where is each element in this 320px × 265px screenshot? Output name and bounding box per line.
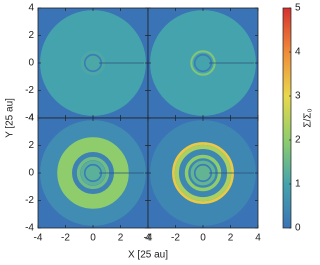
colorbar-tick-label: 3 [295,91,301,102]
x-tick-label: 2 [118,233,124,244]
y-tick-label: -2 [25,85,34,96]
y-tick-label: -2 [25,195,34,206]
x-tick-label: 2 [228,233,234,244]
ring [190,160,216,186]
colorbar [282,7,292,229]
x-tick-label: -4 [34,233,43,244]
colorbar-tick-label: 2 [295,135,301,146]
y-tick-label: 0 [28,58,34,69]
colorbar-tick-label: 0 [295,223,301,234]
y-tick-label: 2 [28,30,34,41]
ring [80,50,106,76]
y-tick-label: 4 [28,113,34,124]
y-tick-label: 2 [28,140,34,151]
x-axis-label: X [25 au] [128,250,168,261]
x-tick-label: 0 [200,233,206,244]
y-tick-label: 4 [28,3,34,14]
colorbar-tick-label: 5 [295,3,301,14]
x-tick-label: -4 [144,233,153,244]
colorbar-tick-label: 1 [295,179,301,190]
y-tick-label: -4 [25,223,34,234]
x-tick-label: -2 [61,233,70,244]
y-tick-label: 0 [28,168,34,179]
colorbar-label: Σ/Σ₀ [303,108,314,127]
x-tick-label: 0 [90,233,96,244]
ring [80,160,106,186]
y-axis-label: Y [25 au] [5,98,16,138]
colorbar-tick-label: 4 [295,47,301,58]
x-tick-label: 4 [145,233,151,244]
x-tick-label: 4 [255,233,261,244]
x-tick-label: -2 [171,233,180,244]
ring [190,50,216,76]
y-tick-label: -4 [25,113,34,124]
